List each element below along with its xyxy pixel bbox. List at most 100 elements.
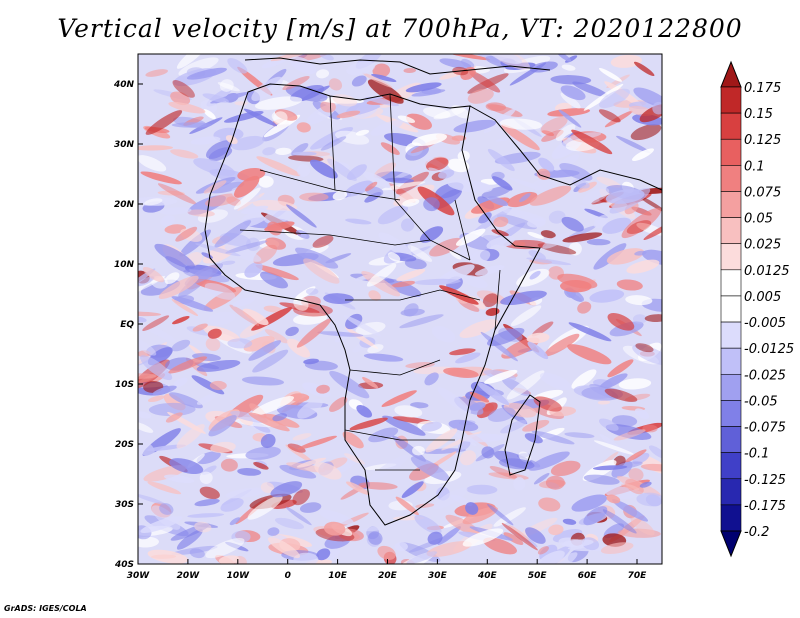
- field-patch: [368, 290, 381, 301]
- field-patch: [362, 377, 379, 389]
- field-patch: [285, 326, 299, 337]
- field-patch: [371, 73, 397, 83]
- colorbar-label: -0.0125: [744, 342, 794, 357]
- colorbar-label: -0.005: [744, 316, 786, 331]
- field-patch: [316, 384, 330, 394]
- field-patch: [414, 278, 461, 286]
- colorbar-box: [720, 426, 742, 453]
- field-patch: [568, 322, 612, 342]
- field-patch: [472, 207, 512, 235]
- field-patch: [639, 481, 652, 488]
- colorbar-label: -0.125: [744, 473, 786, 488]
- field-patch: [503, 532, 524, 545]
- field-patch: [377, 545, 396, 560]
- field-patch: [400, 218, 415, 232]
- field-patch: [289, 393, 310, 402]
- field-patch: [274, 517, 305, 530]
- field-patch: [607, 312, 635, 331]
- field-patch: [225, 240, 268, 254]
- field-patch: [159, 207, 192, 215]
- colorbar-label: -0.1: [744, 447, 769, 462]
- field-patch: [196, 359, 241, 372]
- field-patch: [229, 517, 241, 526]
- field-patch: [186, 67, 227, 80]
- credit-text: GrADS: IGES/COLA: [4, 604, 87, 613]
- field-patch: [256, 156, 301, 177]
- field-patch: [407, 245, 433, 262]
- field-patch: [199, 471, 213, 485]
- lon-tick-label: 10E: [328, 571, 348, 581]
- field-patch: [157, 183, 197, 205]
- field-patch: [447, 179, 493, 193]
- field-patch: [233, 187, 261, 210]
- field-patch: [193, 158, 236, 177]
- field-patch: [292, 489, 310, 506]
- field-patch: [287, 338, 311, 358]
- colorbar-label: 0.125: [744, 133, 781, 148]
- field-patch: [560, 92, 581, 109]
- field-patch: [229, 304, 260, 326]
- field-patch: [401, 481, 424, 498]
- field-patch: [522, 419, 550, 432]
- field-patch: [598, 109, 621, 123]
- field-patch: [466, 484, 498, 495]
- field-patch: [273, 111, 288, 125]
- field-patch: [481, 186, 512, 199]
- field-patch: [138, 338, 157, 356]
- colorbar-box: [720, 86, 742, 114]
- field-patch: [202, 93, 229, 103]
- field-patch: [381, 390, 417, 407]
- field-patch: [336, 110, 361, 119]
- field-patch: [509, 177, 555, 194]
- field-patch: [455, 352, 481, 364]
- field-patch: [243, 108, 278, 127]
- colorbar-box: [720, 478, 742, 506]
- chart-title: Vertical velocity [m/s] at 700hPa, VT: 2…: [57, 14, 743, 43]
- field-patch: [461, 274, 488, 289]
- madagascar-coastline: [504, 394, 541, 476]
- field-patch: [253, 461, 269, 470]
- field-patch: [459, 433, 505, 443]
- lat-axis: 40N 30N 20N 10N EQ 10S 20S 30S 40S: [113, 80, 143, 570]
- field-patch: [203, 109, 216, 120]
- africa-coastline: [204, 83, 541, 526]
- lat-tick-label: 30S: [115, 500, 134, 510]
- field-patch: [586, 238, 611, 246]
- field-patch: [387, 252, 401, 262]
- field-patch: [299, 192, 329, 202]
- field-patch: [635, 343, 654, 353]
- lat-tick-label: 10S: [115, 380, 134, 390]
- field-patch: [555, 124, 576, 141]
- field-patch: [345, 481, 370, 495]
- field-patch: [561, 64, 576, 71]
- field-patch: [482, 293, 499, 308]
- field-patch: [343, 315, 382, 337]
- field-patch: [592, 465, 628, 471]
- field-patch: [552, 529, 583, 543]
- field-patch: [411, 133, 448, 147]
- field-patch: [208, 311, 236, 326]
- field-patch: [233, 175, 260, 198]
- field-patch: [481, 446, 495, 459]
- field-patch: [593, 214, 609, 229]
- field-patch: [345, 218, 372, 225]
- field-patch: [561, 539, 594, 548]
- field-patch: [531, 430, 575, 445]
- field-patch: [598, 373, 628, 390]
- field-patch: [564, 432, 595, 439]
- field-patch: [558, 109, 582, 128]
- field-patch: [171, 339, 191, 352]
- field-patch: [368, 531, 383, 545]
- field-patch: [267, 537, 301, 559]
- field-patch: [583, 474, 620, 485]
- field-patch: [175, 226, 198, 242]
- field-patch: [487, 407, 516, 422]
- field-patch: [529, 185, 572, 206]
- colorbar-label: 0.005: [744, 290, 781, 305]
- colorbar-label: -0.05: [744, 394, 778, 409]
- colorbar-box: [720, 165, 742, 192]
- field-patch: [461, 58, 475, 69]
- field-patch: [329, 370, 370, 399]
- field-patch: [297, 399, 323, 419]
- field-patch: [405, 82, 442, 93]
